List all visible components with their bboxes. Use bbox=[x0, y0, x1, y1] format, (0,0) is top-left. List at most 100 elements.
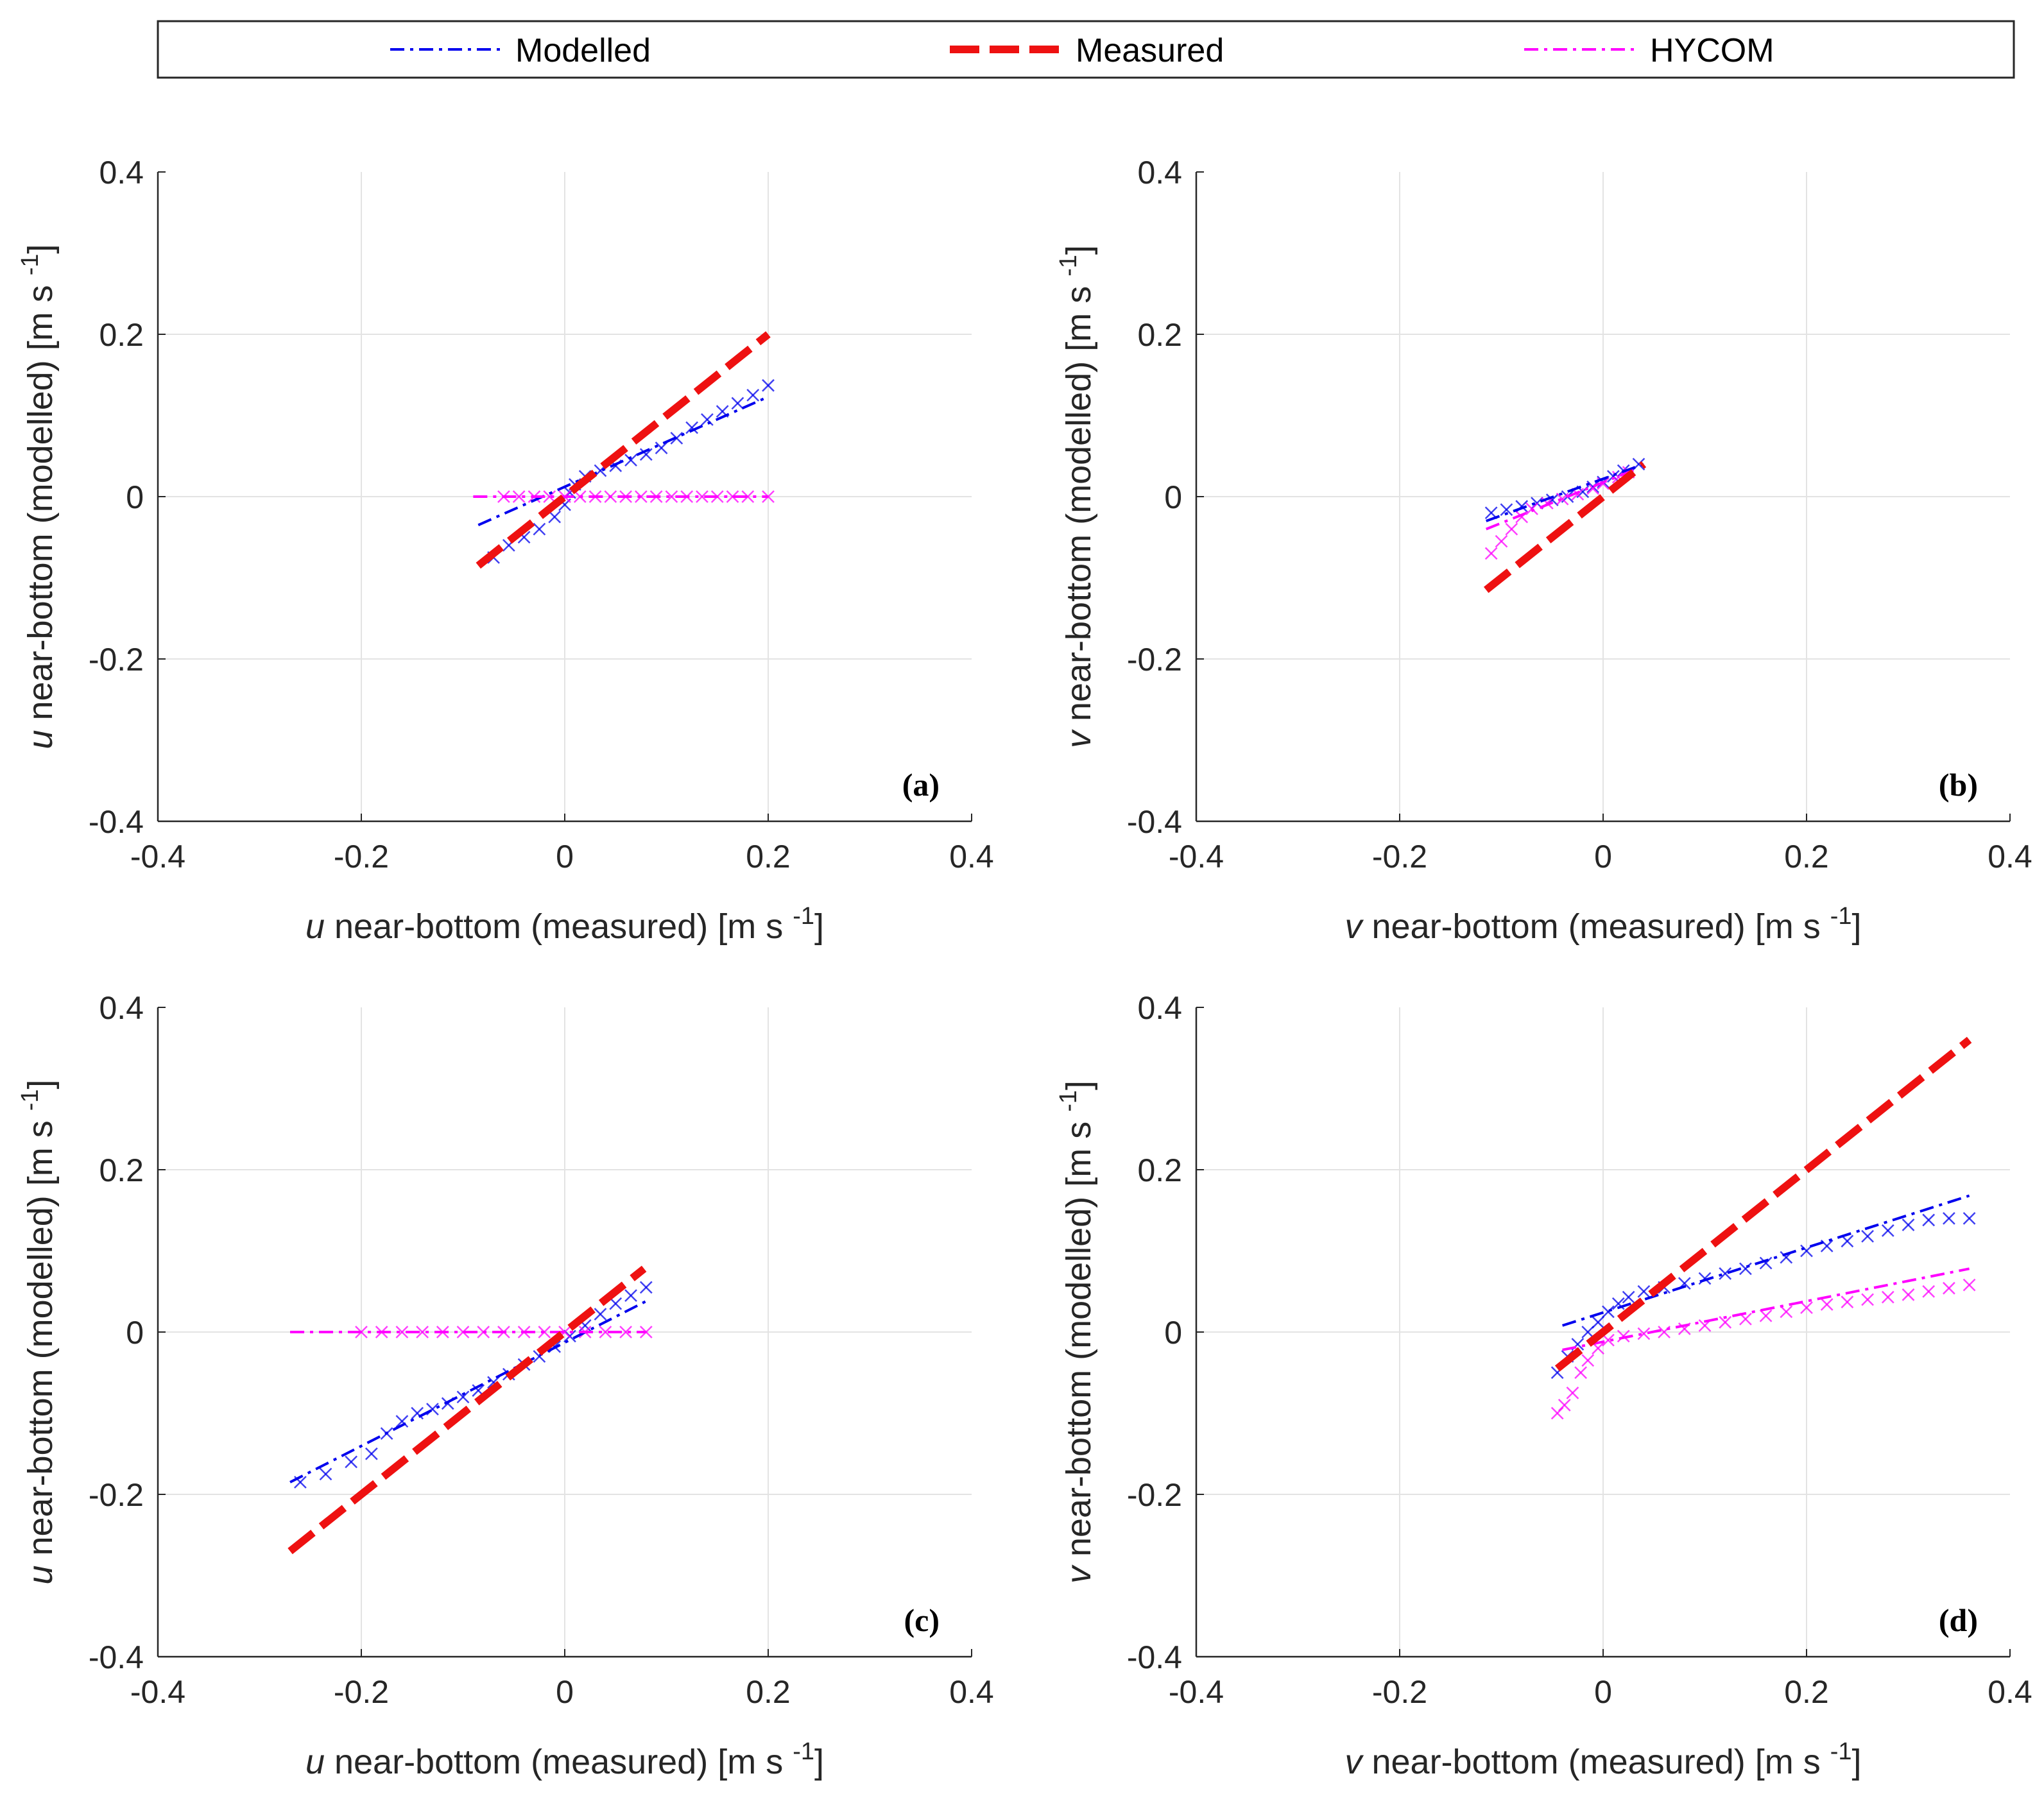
x-tick-label: -0.4 bbox=[130, 839, 185, 875]
point-hycom bbox=[665, 490, 678, 503]
point-modelled bbox=[1602, 1305, 1615, 1319]
y-tick-label: 0 bbox=[126, 479, 144, 515]
y-tick-label: 0 bbox=[126, 1315, 144, 1351]
panel-b: -0.4-0.4 -0.2 -0.2 0 0 0.2 0.2 0.4 0.4 (b) v near-… bbox=[1055, 155, 2032, 946]
point-stroke bbox=[472, 1384, 485, 1397]
y-axis-label: u near-bottom (modelled) [m s -1] bbox=[17, 1079, 60, 1584]
point-modelled bbox=[395, 1415, 409, 1428]
point-stroke bbox=[1739, 1312, 1752, 1326]
point-stroke bbox=[1881, 1224, 1894, 1237]
point-stroke bbox=[456, 1326, 470, 1338]
y-tick-label: -0.2 bbox=[1127, 1477, 1182, 1513]
legend-entry-modelled: Modelled bbox=[390, 32, 651, 69]
point-stroke bbox=[609, 1297, 623, 1310]
point-hycom bbox=[543, 490, 556, 503]
point-hycom bbox=[696, 490, 709, 503]
point-stroke bbox=[1484, 506, 1498, 520]
point-stroke bbox=[1902, 1218, 1915, 1231]
y-axis-label: v near-bottom (modelled) [m s -1] bbox=[1055, 1081, 1098, 1584]
point-modelled bbox=[609, 1297, 623, 1310]
fit-line-modelled bbox=[477, 395, 769, 527]
x-tick-label: 0 bbox=[556, 839, 574, 875]
legend-entry-hycom: HYCOM bbox=[1524, 32, 1774, 69]
x-tick-label: 0.4 bbox=[949, 839, 994, 875]
legend-box bbox=[157, 20, 2015, 79]
point-stroke bbox=[696, 490, 709, 503]
point-hycom bbox=[1505, 522, 1518, 536]
x-tick-label: -0.2 bbox=[334, 839, 389, 875]
point-modelled bbox=[1622, 1290, 1635, 1304]
x-tick-label: -0.2 bbox=[334, 1674, 389, 1710]
series-hycom bbox=[1550, 1278, 1976, 1420]
point-hycom bbox=[1617, 1329, 1630, 1343]
y-tick-label: -0.4 bbox=[1127, 804, 1182, 840]
point-modelled bbox=[319, 1467, 332, 1481]
x-tick-label: 0 bbox=[1594, 839, 1612, 875]
point-stroke bbox=[1581, 1326, 1595, 1338]
point-stroke bbox=[1719, 1315, 1732, 1329]
point-hycom bbox=[599, 1326, 612, 1338]
point-stroke bbox=[1622, 1290, 1635, 1304]
point-stroke bbox=[1566, 1386, 1579, 1399]
point-stroke bbox=[411, 1406, 424, 1420]
x-tick-label: 0.4 bbox=[1988, 839, 2032, 875]
point-modelled bbox=[639, 1281, 653, 1294]
point-hycom bbox=[1558, 1398, 1571, 1412]
point-stroke bbox=[1841, 1235, 1854, 1248]
point-hycom bbox=[634, 490, 648, 503]
point-modelled bbox=[762, 379, 775, 392]
point-stroke bbox=[1943, 1212, 1955, 1225]
point-stroke bbox=[512, 490, 526, 503]
point-stroke bbox=[365, 1447, 378, 1460]
point-stroke bbox=[395, 1415, 409, 1428]
point-modelled bbox=[411, 1406, 424, 1420]
point-stroke bbox=[1574, 1366, 1588, 1380]
fit-line-hycom bbox=[1562, 1267, 1970, 1351]
point-stroke bbox=[543, 490, 556, 503]
x-tick-label: -0.4 bbox=[1169, 1674, 1224, 1710]
point-stroke bbox=[1500, 503, 1513, 517]
point-stroke bbox=[1637, 1327, 1651, 1340]
fit-line-measured bbox=[288, 1265, 647, 1555]
point-stroke bbox=[1606, 470, 1620, 483]
y-axis-label: v near-bottom (modelled) [m s -1] bbox=[1055, 245, 1098, 748]
point-stroke bbox=[1820, 1298, 1834, 1311]
point-stroke bbox=[1962, 1278, 1976, 1292]
point-hycom bbox=[1943, 1281, 1955, 1295]
point-hycom bbox=[1820, 1298, 1834, 1311]
y-tick-label: -0.4 bbox=[89, 804, 144, 840]
point-stroke bbox=[1881, 1290, 1894, 1304]
point-hycom bbox=[1780, 1305, 1793, 1319]
point-modelled bbox=[1500, 503, 1513, 517]
fit-line-modelled bbox=[289, 1300, 647, 1483]
point-hycom bbox=[456, 1326, 470, 1338]
point-stroke bbox=[1571, 488, 1585, 501]
point-stroke bbox=[1637, 1285, 1651, 1298]
x-tick-label: 0 bbox=[556, 1674, 574, 1710]
x-tick-label: -0.4 bbox=[1169, 839, 1224, 875]
panel-label: (a) bbox=[902, 767, 940, 803]
point-stroke bbox=[1739, 1262, 1752, 1276]
point-hycom bbox=[1902, 1288, 1915, 1301]
point-modelled bbox=[1719, 1267, 1732, 1280]
fit-line-hycom bbox=[1485, 466, 1640, 531]
point-modelled bbox=[533, 522, 546, 536]
fit-line-measured bbox=[476, 331, 771, 569]
point-hycom bbox=[416, 1326, 429, 1338]
point-stroke bbox=[1602, 1333, 1615, 1347]
point-modelled bbox=[624, 1289, 637, 1302]
point-stroke bbox=[538, 1326, 551, 1338]
x-axis-label: v near-bottom (measured) [m s -1] bbox=[1344, 1738, 1861, 1781]
point-stroke bbox=[1558, 1398, 1571, 1412]
point-hycom bbox=[1922, 1285, 1936, 1298]
y-tick-label: 0.2 bbox=[99, 317, 144, 353]
point-hycom bbox=[1800, 1301, 1813, 1314]
point-stroke bbox=[685, 421, 699, 434]
point-stroke bbox=[1759, 1309, 1773, 1322]
point-modelled bbox=[1841, 1235, 1854, 1248]
point-hycom bbox=[1525, 502, 1538, 515]
panel-label: (c) bbox=[904, 1602, 940, 1638]
panel-label: (b) bbox=[1939, 767, 1978, 803]
point-stroke bbox=[594, 1308, 607, 1321]
point-stroke bbox=[395, 1326, 409, 1338]
